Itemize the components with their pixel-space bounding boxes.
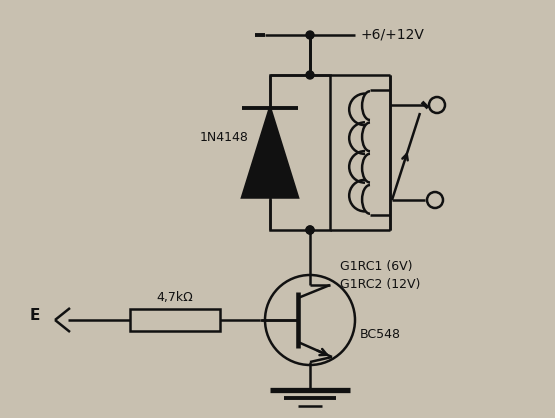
Text: BC548: BC548 <box>360 329 401 342</box>
Circle shape <box>306 226 314 234</box>
Bar <box>130 309 220 331</box>
Text: +6/+12V: +6/+12V <box>360 28 424 42</box>
Circle shape <box>306 226 314 234</box>
Text: 4,7kΩ: 4,7kΩ <box>157 291 193 304</box>
Text: G1RC1 (6V): G1RC1 (6V) <box>340 260 412 273</box>
Circle shape <box>306 31 314 39</box>
Text: E: E <box>30 308 41 323</box>
Bar <box>270 75 330 230</box>
Polygon shape <box>242 107 298 197</box>
Circle shape <box>306 71 314 79</box>
Text: 1N4148: 1N4148 <box>200 131 249 144</box>
Text: G1RC2 (12V): G1RC2 (12V) <box>340 278 420 291</box>
